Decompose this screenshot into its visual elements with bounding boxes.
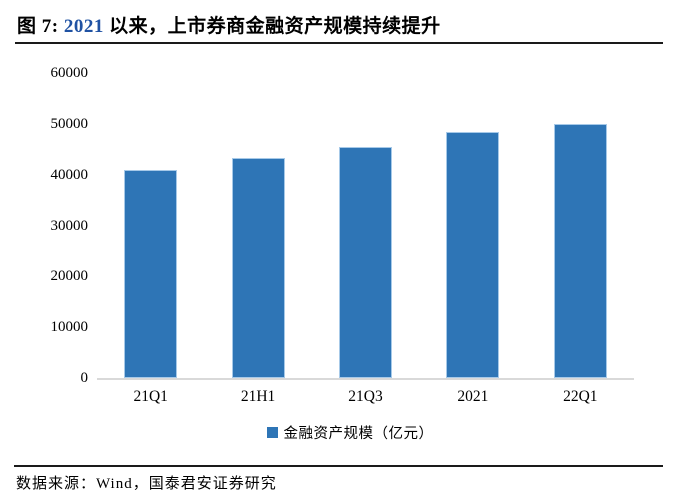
x-tick-label-21Q3: 21Q3 [348, 388, 383, 405]
x-tick-label-21H1: 21H1 [240, 388, 276, 405]
figure-title: 图 7: 2021 以来，上市券商金融资产规模持续提升 [17, 11, 667, 38]
bar-2021 [446, 131, 500, 378]
chart-legend: 金融资产规模（亿元） [0, 423, 700, 442]
y-tick-label: 30000 [50, 217, 89, 234]
bar-21Q1 [124, 169, 178, 378]
bar-22Q1 [553, 124, 607, 378]
y-tick-label: 40000 [50, 166, 89, 183]
x-axis-baseline [97, 378, 634, 380]
x-tick-label-2021: 2021 [457, 388, 489, 405]
title-underline-divider [15, 42, 663, 44]
x-tick-label-22Q1: 22Q1 [563, 388, 598, 405]
y-tick-label: 50000 [50, 115, 89, 132]
legend-series-label: 金融资产规模（亿元） [283, 425, 434, 442]
data-source-note: 数据来源：Wind，国泰君安证券研究 [16, 476, 277, 492]
bar-chart: 0 10000 20000 30000 40000 50000 60000 21Q1 21H1 2… [0, 50, 700, 450]
footer-divider [14, 465, 663, 467]
y-tick-label: 0 [80, 370, 89, 386]
y-tick-label: 10000 [50, 319, 89, 336]
figure-title-prefix: 图 7: [17, 16, 64, 37]
y-tick-label: 60000 [50, 65, 89, 81]
bar-21H1 [231, 158, 285, 378]
bar-21Q3 [339, 146, 392, 378]
y-tick-label: 20000 [50, 268, 89, 285]
legend-swatch-square [266, 426, 278, 438]
figure-title-rest: 以来，上市券商金融资产规模持续提升 [103, 16, 441, 37]
x-tick-label-21Q1: 21Q1 [133, 388, 168, 405]
figure-title-year-highlight: 2021 [63, 16, 104, 37]
